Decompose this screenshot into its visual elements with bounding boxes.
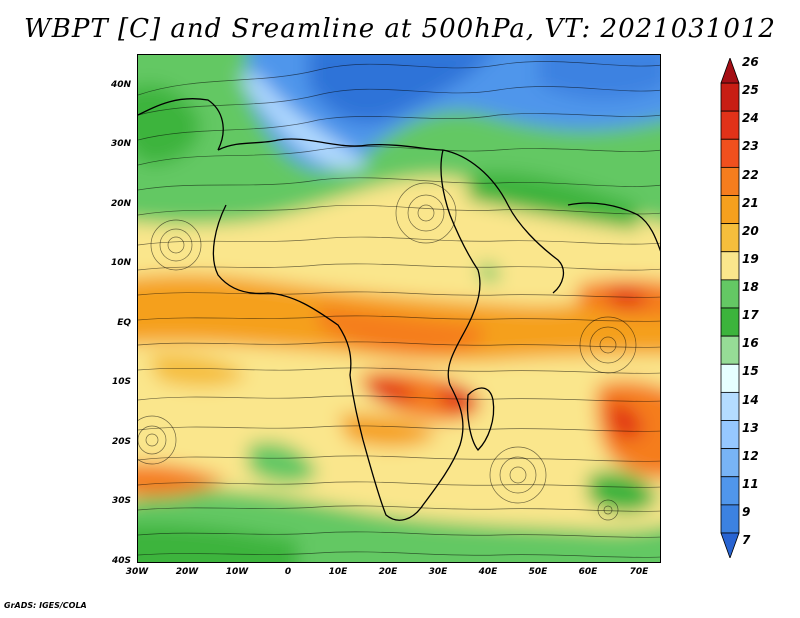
lon-label: 40E — [478, 567, 498, 577]
lon-label: 20W — [175, 567, 199, 577]
legend-label: 15 — [742, 364, 759, 379]
lat-label: 10N — [110, 258, 131, 268]
vortex-indian-ocean — [579, 316, 637, 374]
lon-label: 30W — [125, 567, 149, 577]
legend-label: 9 — [742, 505, 751, 519]
lon-label: 20E — [378, 567, 398, 577]
legend-label: 13 — [742, 420, 759, 435]
legend-swatch — [720, 251, 740, 281]
legend-label: 26 — [742, 55, 759, 69]
legend-label: 16 — [742, 336, 759, 351]
lon-label: 0 — [284, 567, 292, 577]
legend-swatch — [720, 363, 740, 393]
legend-label: 20 — [742, 223, 759, 238]
lat-label: 40N — [110, 80, 131, 90]
lon-label: 30E — [428, 567, 448, 577]
wbpt-field — [138, 55, 660, 562]
legend-label: 22 — [742, 167, 759, 182]
legend-swatch — [720, 195, 740, 225]
map-title: WBPT [C] and Sreamline at 500hPa, VT: 20… — [24, 14, 776, 44]
legend-swatch — [720, 476, 740, 506]
legend-swatch — [720, 307, 740, 337]
legend-bottom-arrow — [720, 532, 740, 558]
legend-label: 19 — [742, 251, 759, 266]
legend-swatch — [720, 279, 740, 309]
legend-label: 12 — [742, 448, 759, 463]
legend-swatch — [720, 420, 740, 450]
legend-swatch — [720, 138, 740, 168]
lon-label: 10W — [225, 567, 249, 577]
vortex-sahara — [395, 182, 457, 244]
lat-label: 30N — [110, 139, 131, 149]
legend-label: 24 — [742, 111, 759, 126]
legend-swatch — [720, 223, 740, 253]
legend-swatch — [720, 166, 740, 196]
lat-label: 40S — [111, 556, 131, 566]
vortex-south-atlantic — [138, 415, 177, 465]
legend-swatch — [720, 82, 740, 112]
lon-label: 50E — [528, 567, 548, 577]
lon-label: 60E — [578, 567, 598, 577]
vortex-south-indian — [489, 446, 547, 504]
lon-label: 10E — [328, 567, 348, 577]
legend-label: 17 — [742, 308, 759, 323]
legend-label: 21 — [742, 195, 759, 210]
legend-swatch — [720, 391, 740, 421]
vortex-southern-africa — [597, 499, 619, 521]
coastlines — [138, 98, 660, 521]
legend-swatch — [720, 110, 740, 140]
legend-top-arrow — [720, 58, 740, 84]
legend-label: 7 — [742, 533, 751, 548]
streamlines — [138, 61, 660, 558]
temperature-shading — [138, 55, 660, 562]
map-panel — [137, 54, 661, 563]
legend-label: 25 — [742, 83, 759, 98]
vortex-north-atlantic — [150, 219, 202, 271]
lat-label: 30S — [111, 496, 131, 506]
legend-swatch — [720, 504, 740, 534]
lat-label: EQ — [117, 318, 131, 328]
legend-label: 11 — [742, 476, 759, 491]
legend-swatch — [720, 335, 740, 365]
lat-label: 10S — [111, 377, 131, 387]
credit-text: GrADS: IGES/COLA — [4, 601, 87, 610]
legend-label: 14 — [742, 392, 759, 407]
color-legend-bar — [720, 58, 740, 558]
legend-swatch — [720, 448, 740, 478]
legend-label: 18 — [742, 280, 759, 294]
legend-label: 23 — [742, 139, 759, 154]
lon-label: 70E — [629, 567, 649, 577]
lat-label: 20N — [110, 199, 131, 209]
lat-label: 20S — [111, 437, 131, 447]
